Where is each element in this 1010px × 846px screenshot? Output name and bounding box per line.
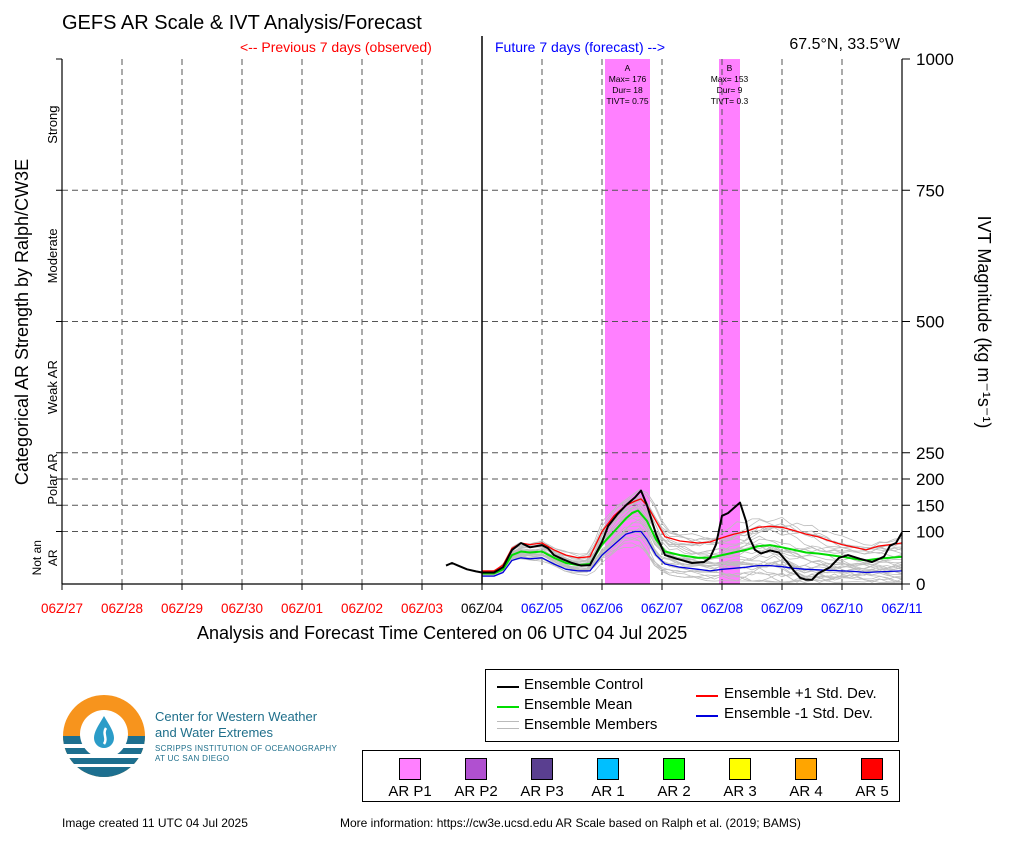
ar-category-label: AR 2 xyxy=(657,783,691,800)
left-axis-title: Categorical AR Strength by Ralph/CW3E xyxy=(12,159,32,485)
location-label: 67.5°N, 33.5°W xyxy=(789,36,900,53)
ar-category-ar-p1: AR P1 xyxy=(377,751,443,800)
ar-event-label-B: TIVT= 0.3 xyxy=(711,96,749,106)
y-tick-label: 150 xyxy=(916,496,944,515)
ar-category-swatch xyxy=(597,758,619,780)
ar-category-ar-3: AR 3 xyxy=(707,751,773,800)
ar-event-label-A: Max= 176 xyxy=(609,74,647,84)
legend-control-swatch xyxy=(497,686,519,688)
ar-category-legend: AR P1 AR P2 AR P3 AR 1 AR 2 AR 3 AR 4 AR 5 xyxy=(362,750,900,802)
ar-event-label-B: Dur= 9 xyxy=(717,85,743,95)
org-subtitle: SCRIPPS INSTITUTION OF OCEANOGRAPHY AT U… xyxy=(155,744,338,763)
legend-plus-std-label: Ensemble +1 Std. Dev. xyxy=(724,685,877,702)
ar-category-label: AR 4 xyxy=(789,783,823,800)
x-tick-label: 06Z/27 xyxy=(41,601,83,616)
ar-category-swatch xyxy=(399,758,421,780)
ensemble-member-line xyxy=(481,503,903,578)
x-tick-label: 06Z/30 xyxy=(221,601,263,616)
legend-members-label: Ensemble Members xyxy=(524,716,658,733)
x-tick-label: 06Z/11 xyxy=(881,601,922,616)
category-label: Not an xyxy=(30,540,44,575)
x-tick-label: 06Z/29 xyxy=(161,601,203,616)
ensemble-member-line xyxy=(481,497,903,575)
y-tick-label: 250 xyxy=(916,444,944,463)
legend-members-swatch xyxy=(497,721,519,729)
y-tick-label: 1000 xyxy=(916,50,954,69)
y-tick-label: 0 xyxy=(916,575,925,594)
legend-mean-swatch xyxy=(497,706,519,708)
ar-event-label-A: TIVT= 0.75 xyxy=(606,96,649,106)
ar-category-label: AR P3 xyxy=(520,783,564,800)
ensemble-mean-line xyxy=(482,509,903,575)
ensemble-minus-std-line xyxy=(482,530,903,577)
ar-event-label-A: Dur= 18 xyxy=(612,85,643,95)
ar-category-swatch xyxy=(729,758,751,780)
x-tick-label: 06Z/01 xyxy=(281,601,323,616)
ensemble-member-line xyxy=(481,489,903,573)
x-tick-label: 06Z/09 xyxy=(761,601,803,616)
x-tick-label: 06Z/03 xyxy=(401,601,443,616)
ar-category-ar-5: AR 5 xyxy=(839,751,905,800)
ar-category-swatch xyxy=(663,758,685,780)
legend-control-label: Ensemble Control xyxy=(524,676,644,693)
category-label: Moderate xyxy=(45,228,60,283)
more-info-text: More information: https://cw3e.ucsd.edu … xyxy=(340,816,801,830)
ar-category-ar-2: AR 2 xyxy=(641,751,707,800)
ensemble-member-line xyxy=(481,517,903,573)
org-name: Center for Western Weather and Water Ext… xyxy=(155,709,318,740)
ar-category-swatch xyxy=(861,758,883,780)
ensemble-member-line xyxy=(481,544,903,582)
ar-category-label: AR 1 xyxy=(591,783,625,800)
ar-event-label-B: Max= 153 xyxy=(711,74,749,84)
ar-category-label: AR P1 xyxy=(388,783,432,800)
category-label: Strong xyxy=(45,105,60,143)
ensemble-legend: Ensemble Control Ensemble Mean Ensemble … xyxy=(485,669,899,742)
previous-days-label: <-- Previous 7 days (observed) xyxy=(240,39,432,55)
category-label: Weak AR xyxy=(45,360,60,414)
ar-category-ar-p3: AR P3 xyxy=(509,751,575,800)
x-tick-label: 06Z/04 xyxy=(461,601,504,616)
y-tick-label: 100 xyxy=(916,523,944,542)
x-tick-label: 06Z/10 xyxy=(821,601,863,616)
future-days-label: Future 7 days (forecast) --> xyxy=(495,39,666,55)
ar-category-swatch xyxy=(465,758,487,780)
legend-mean-label: Ensemble Mean xyxy=(524,696,633,713)
ar-category-label: AR P2 xyxy=(454,783,498,800)
x-tick-label: 06Z/02 xyxy=(341,601,383,616)
legend-plus-std-swatch xyxy=(696,695,718,697)
x-tick-label: 06Z/05 xyxy=(521,601,563,616)
x-tick-label: 06Z/07 xyxy=(641,601,683,616)
ar-category-ar-p2: AR P2 xyxy=(443,751,509,800)
x-tick-label: 06Z/08 xyxy=(701,601,743,616)
category-label: Polar AR xyxy=(45,453,60,504)
ar-event-label-A: A xyxy=(625,63,631,73)
y-tick-label: 500 xyxy=(916,313,944,332)
ensemble-member-line xyxy=(481,509,903,583)
ar-category-ar-1: AR 1 xyxy=(575,751,641,800)
x-tick-label: 06Z/06 xyxy=(581,601,623,616)
ensemble-control-line xyxy=(445,489,903,581)
y-tick-label: 200 xyxy=(916,470,944,489)
right-axis-title: IVT Magnitude (kg m⁻¹s⁻¹) xyxy=(974,216,994,429)
x-axis-label: Analysis and Forecast Time Centered on 0… xyxy=(197,623,688,643)
chart-title: GEFS AR Scale & IVT Analysis/Forecast xyxy=(62,12,422,34)
category-label: AR xyxy=(46,549,60,566)
ar-category-swatch xyxy=(531,758,553,780)
ar-category-ar-4: AR 4 xyxy=(773,751,839,800)
ensemble-member-line xyxy=(481,536,903,583)
ar-category-label: AR 3 xyxy=(723,783,757,800)
ar-category-swatch xyxy=(795,758,817,780)
legend-minus-std-swatch xyxy=(696,715,718,717)
cw3e-logo xyxy=(62,694,146,778)
ensemble-plus-std-line xyxy=(482,498,903,572)
image-created-text: Image created 11 UTC 04 Jul 2025 xyxy=(62,816,248,830)
ar-category-label: AR 5 xyxy=(855,783,889,800)
legend-minus-std-label: Ensemble -1 Std. Dev. xyxy=(724,705,873,722)
ar-event-label-B: B xyxy=(727,63,733,73)
x-tick-label: 06Z/28 xyxy=(101,601,143,616)
ensemble-member-line xyxy=(481,495,903,573)
y-tick-label: 750 xyxy=(916,181,944,200)
